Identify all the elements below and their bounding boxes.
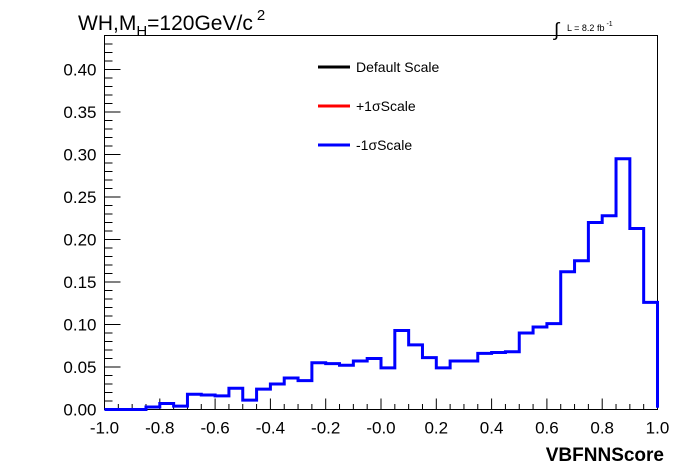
- x-tick-label: -0.0: [366, 419, 395, 438]
- title-subscript: H: [136, 23, 147, 40]
- y-tick-label: 0.35: [63, 103, 96, 122]
- lumi-text: L = 8.2 fb: [567, 23, 604, 33]
- histogram-series-line: [104, 157, 659, 411]
- plot-frame: [104, 35, 658, 410]
- y-tick-label: 0.00: [63, 401, 96, 420]
- title-superscript: 2: [257, 7, 265, 24]
- legend-label: +1σScale: [356, 98, 416, 114]
- legend-entry: +1σScale: [318, 98, 416, 114]
- legend-entry: -1σScale: [318, 137, 412, 153]
- x-tick-label: -1.0: [90, 419, 119, 438]
- x-tick-label: 1.0: [646, 419, 670, 438]
- x-tick-label: 0.8: [590, 419, 614, 438]
- x-tick-label: -0.6: [200, 419, 229, 438]
- title-rest: =120GeV/c: [147, 12, 253, 35]
- legend-label: -1σScale: [356, 137, 412, 153]
- y-tick-label: 0.20: [63, 231, 96, 250]
- series-group: [104, 157, 659, 411]
- lumi-label: L = 8.2 fb -1: [567, 21, 613, 33]
- y-tick-label: 0.10: [63, 316, 96, 335]
- chart-title: WH,MH=120GeV/c 2: [78, 7, 265, 40]
- x-tick-label: 0.6: [535, 419, 559, 438]
- legend-label: Default Scale: [356, 59, 439, 75]
- y-tick-label: 0.30: [63, 146, 96, 165]
- axes: -1.0 -0.8 -0.6 -0.4 -0.2 -0.0 0.2 0.4 0.6 0.8 1.0 0…: [63, 43, 670, 438]
- x-axis-label: VBFNNScore: [546, 445, 664, 466]
- legend-entry: Default Scale: [318, 59, 439, 75]
- lumi-integral-symbol: ∫: [553, 20, 561, 41]
- x-tick-label: -0.8: [145, 419, 174, 438]
- y-tick-label: 0.40: [63, 61, 96, 80]
- x-tick-label: -0.4: [256, 419, 285, 438]
- legend: Default Scale +1σScale -1σScale: [318, 59, 439, 153]
- x-tick-label: -0.2: [311, 419, 340, 438]
- lumi-superscript: -1: [606, 21, 612, 28]
- title-main: WH,M: [78, 12, 136, 35]
- y-tick-label: 0.05: [63, 358, 96, 377]
- x-tick-label: 0.2: [424, 419, 448, 438]
- y-tick-label: 0.15: [63, 273, 96, 292]
- x-tick-label: 0.4: [480, 419, 504, 438]
- y-tick-label: 0.25: [63, 188, 96, 207]
